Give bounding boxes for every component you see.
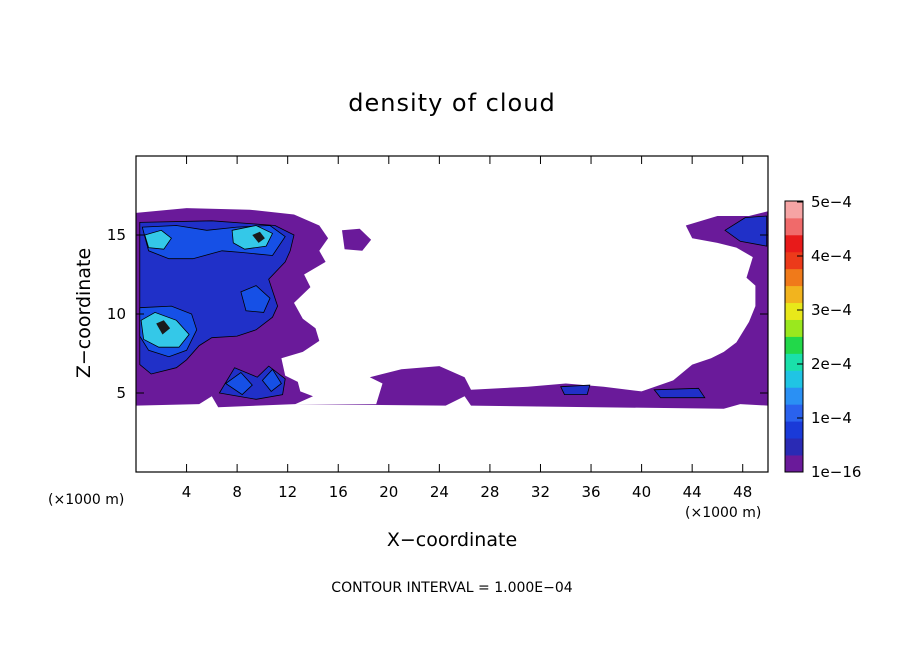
colorbar-frame (784, 200, 804, 473)
x-tick-label: 48 (733, 483, 752, 501)
colorbar-tick-label: 5e−4 (811, 193, 852, 211)
x-tick-label: 4 (182, 483, 192, 501)
contour-interval-note: CONTOUR INTERVAL = 1.000E−04 (331, 580, 572, 596)
x-tick-label: 44 (683, 483, 702, 501)
density-region (225, 371, 253, 396)
y-tick-label: 15 (107, 226, 126, 244)
colorbar-segment (785, 268, 803, 287)
x-axis-label: X−coordinate (387, 529, 517, 551)
x-tick-label: 32 (531, 483, 550, 501)
density-region (294, 211, 768, 409)
colorbar-tick-label: 4e−4 (811, 247, 852, 265)
colorbar-segment (785, 234, 803, 253)
density-region (156, 320, 171, 335)
density-region (653, 387, 706, 399)
colorbar-segment (785, 319, 803, 337)
x-tick-label: 16 (329, 483, 348, 501)
x-tick-label: 24 (430, 483, 449, 501)
density-region (724, 215, 768, 247)
colorbar-segment (785, 336, 803, 354)
density-region (231, 225, 274, 250)
x-axis-ticks: 4 8 12 16 20 24 28 32 36 40 44 48 (182, 156, 752, 501)
density-region (560, 384, 591, 396)
density-region (144, 229, 172, 250)
colorbar-segment (785, 370, 803, 388)
colorbar-segment (785, 421, 803, 439)
colorbar-tick-label: 2e−4 (811, 355, 852, 373)
colorbar-segment (785, 404, 803, 422)
colorbar-segment (785, 201, 803, 219)
x-tick-label: 8 (232, 483, 242, 501)
colorbar-tick-label: 1e−16 (811, 463, 861, 481)
colorbar-segment (785, 455, 803, 473)
chart-title: density of cloud (348, 89, 555, 117)
density-region (252, 231, 265, 243)
density-region (342, 228, 372, 251)
y-unit-label: (×1000 m) (48, 492, 124, 508)
colorbar-tick-label: 3e−4 (811, 301, 852, 319)
y-tick-label: 10 (107, 305, 126, 323)
y-tick-label: 5 (116, 384, 126, 402)
colorbar-tick-label: 1e−4 (811, 409, 852, 427)
x-unit-label: (×1000 m) (685, 505, 761, 521)
colorbar-segment (785, 353, 803, 371)
x-tick-label: 20 (379, 483, 398, 501)
colorbar-segment (785, 251, 803, 270)
colorbar-segment (785, 387, 803, 405)
density-field (136, 208, 768, 409)
colorbar-segment (785, 285, 803, 304)
x-tick-label: 12 (278, 483, 297, 501)
y-axis-ticks: 5 10 15 (107, 226, 768, 402)
density-region (240, 285, 271, 313)
density-region (261, 368, 282, 392)
x-tick-label: 40 (632, 483, 651, 501)
x-tick-label: 28 (480, 483, 499, 501)
colorbar-segment (785, 217, 803, 236)
y-axis-label: Z−coordinate (73, 248, 95, 378)
x-tick-label: 36 (581, 483, 600, 501)
colorbar-segment (785, 438, 803, 456)
colorbar-segment (785, 302, 803, 320)
colorbar: 1e−16 1e−4 2e−4 3e−4 4e−4 5e−4 (784, 193, 861, 481)
